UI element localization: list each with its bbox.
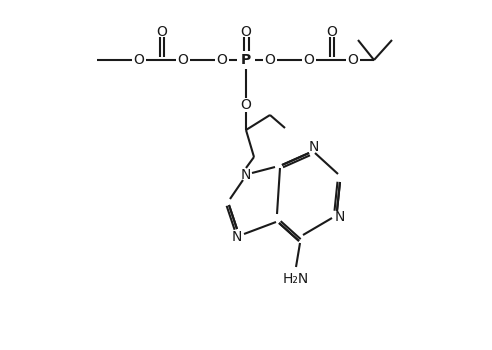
Text: O: O: [347, 53, 359, 67]
Text: O: O: [178, 53, 188, 67]
Text: O: O: [265, 53, 276, 67]
Text: O: O: [304, 53, 314, 67]
Text: O: O: [241, 98, 251, 112]
Text: O: O: [326, 25, 337, 39]
Text: N: N: [309, 140, 319, 154]
Text: N: N: [241, 168, 251, 182]
Text: N: N: [232, 230, 242, 244]
Text: H₂N: H₂N: [283, 272, 309, 286]
Text: P: P: [241, 53, 251, 67]
Text: N: N: [335, 210, 345, 224]
Text: O: O: [216, 53, 227, 67]
Text: O: O: [156, 25, 167, 39]
Text: O: O: [133, 53, 145, 67]
Text: O: O: [241, 25, 251, 39]
